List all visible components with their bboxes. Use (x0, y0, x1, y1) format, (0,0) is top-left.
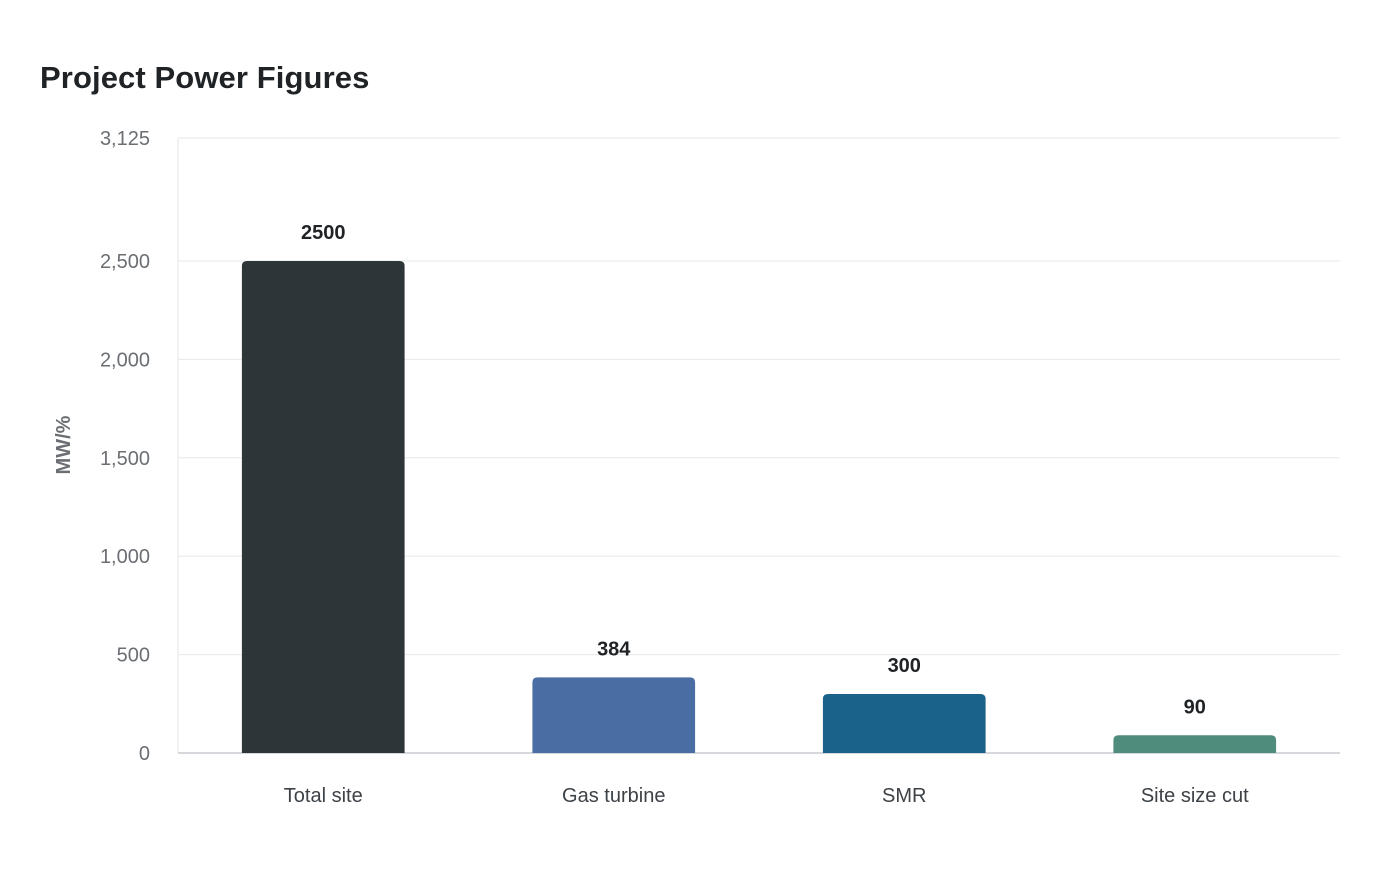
bar (532, 677, 696, 753)
x-category-label: Total site (284, 785, 363, 807)
bars (241, 261, 1277, 753)
y-tick-label: 1,500 (100, 448, 150, 470)
y-tick-label: 1,000 (100, 546, 150, 568)
bar (241, 261, 405, 753)
bar-value-label: 90 (1184, 696, 1206, 718)
bar-value-label: 384 (597, 638, 631, 660)
x-category-label: SMR (882, 785, 926, 807)
y-tick-label: 2,500 (100, 251, 150, 273)
bar-value-label: 2500 (301, 222, 346, 244)
x-axis-categories: Total site Gas turbine SMR Site size cut (284, 785, 1249, 807)
x-category-label: Site size cut (1141, 785, 1249, 807)
bar-value-label: 300 (888, 655, 921, 677)
y-axis-ticks: 0 500 1,000 1,500 2,000 2,500 3,125 (100, 128, 150, 765)
bar (822, 693, 986, 753)
y-tick-label: 3,125 (100, 128, 150, 150)
y-tick-label: 0 (139, 743, 150, 765)
y-tick-label: 2,000 (100, 349, 150, 371)
y-axis-title: MW/% (53, 415, 75, 474)
value-labels: 2500 384 300 90 (301, 222, 1206, 718)
y-tick-label: 500 (117, 645, 150, 667)
x-category-label: Gas turbine (562, 785, 665, 807)
chart-title: Project Power Figures (40, 60, 370, 95)
bar (1113, 735, 1277, 753)
